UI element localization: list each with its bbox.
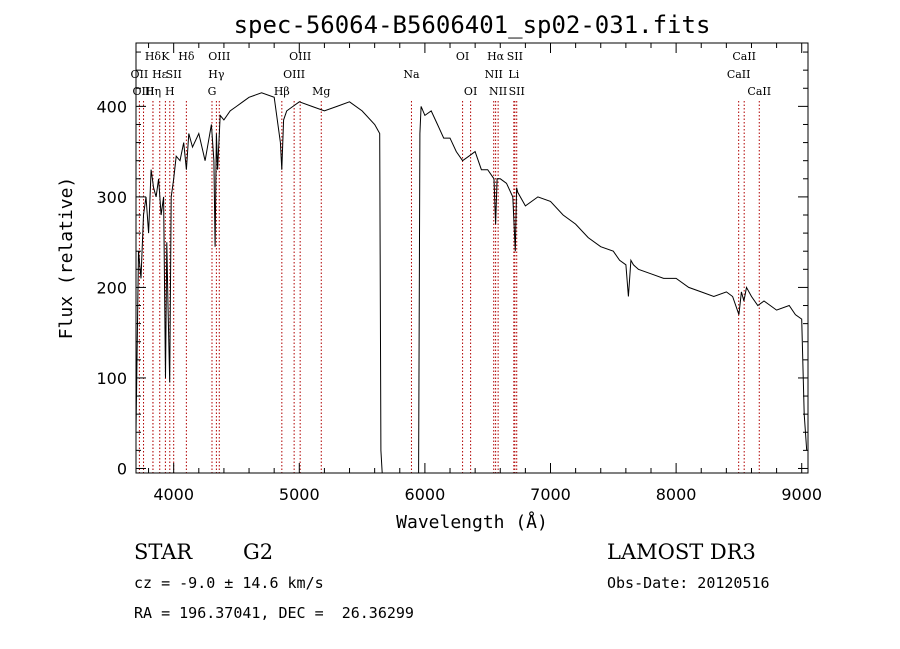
line-label-8: Hδ	[178, 50, 195, 63]
line-label-0: Hδ	[145, 50, 162, 63]
object-class: STAR	[134, 540, 193, 564]
plot-frame	[135, 42, 809, 474]
chart-title: spec-56064-B5606401_sp02-031.fits	[234, 11, 711, 39]
line-label-1: OII	[131, 68, 149, 81]
flux-series-line	[135, 92, 808, 474]
line-label-12: OIII	[289, 50, 311, 63]
object-subclass: G2	[243, 540, 274, 564]
x-tick-label: 5000	[279, 485, 320, 504]
x-axis-label: Wavelength (Å)	[396, 511, 548, 533]
y-tick-label: 400	[96, 97, 127, 116]
x-tick-label: 8000	[656, 485, 697, 504]
line-label-26: CaII	[727, 68, 751, 81]
observation-date: Obs-Date: 20120516	[607, 574, 770, 592]
line-label-20: SII	[507, 50, 523, 63]
y-tick-label: 200	[96, 278, 127, 297]
coordinates: RA = 196.37041, DEC = 26.36299	[134, 604, 414, 622]
line-label-7: H	[165, 85, 175, 98]
y-tick-label: 100	[96, 369, 127, 388]
line-label-16: Na	[403, 68, 420, 81]
line-label-23: NII	[489, 85, 507, 98]
line-label-18: OI	[464, 85, 477, 98]
line-label-21: NII	[485, 68, 503, 81]
y-axis: 0 100 200 300 400	[96, 51, 808, 478]
y-axis-label: Flux (relative)	[56, 177, 77, 340]
line-label-14: Hβ	[274, 85, 290, 98]
redshift-value: cz = -9.0 ± 14.6 km/s	[134, 574, 324, 592]
line-label-5: K	[161, 50, 170, 63]
y-tick-label: 0	[117, 459, 127, 478]
line-label-15: Mg	[312, 85, 330, 98]
x-tick-label: 7000	[530, 485, 571, 504]
line-label-11: G	[208, 85, 217, 98]
line-label-6: SII	[166, 68, 182, 81]
line-label-13: OIII	[283, 68, 305, 81]
line-label-10: Hγ	[208, 68, 225, 81]
x-tick-label: 6000	[405, 485, 446, 504]
x-tick-label: 4000	[153, 485, 194, 504]
line-label-24: SII	[509, 85, 525, 98]
x-tick-label: 9000	[781, 485, 822, 504]
survey-name: LAMOST DR3	[607, 540, 756, 564]
line-label-25: CaII	[732, 50, 756, 63]
line-label-9: OIII	[208, 50, 230, 63]
line-label-27: CaII	[747, 85, 771, 98]
line-label-17: OI	[456, 50, 469, 63]
y-tick-label: 300	[96, 188, 127, 207]
x-axis: 4000 5000 6000 7000 8000 9000	[148, 43, 822, 504]
line-label-4: Hη	[145, 85, 161, 98]
line-label-22: Li	[508, 68, 519, 81]
line-label-19: Hα	[487, 50, 505, 63]
line-label-3: Hε	[152, 68, 168, 81]
